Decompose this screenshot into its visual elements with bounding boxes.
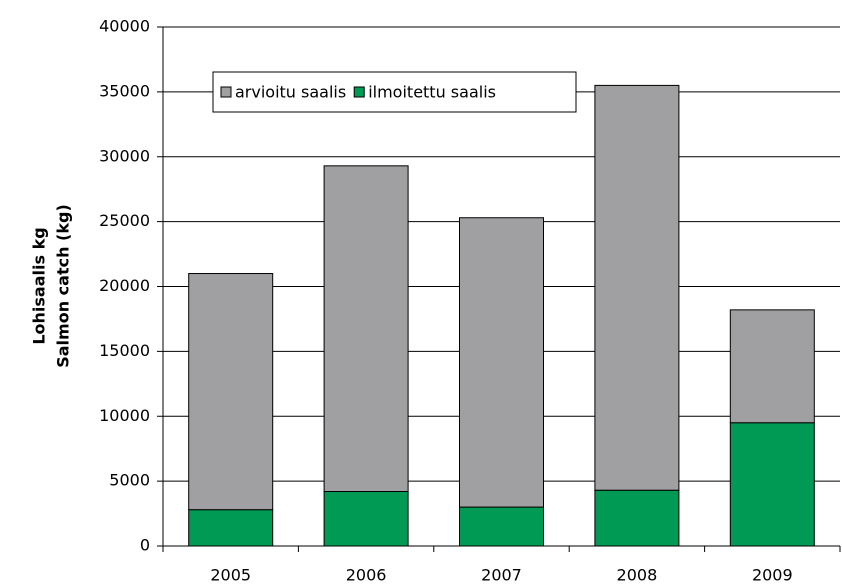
y-tick-label: 15000 — [99, 341, 150, 360]
y-label-line: Salmon catch (kg) — [54, 204, 73, 368]
bar-segment — [459, 506, 544, 547]
y-tick-label: 0 — [140, 536, 150, 555]
bar-segment — [188, 273, 274, 511]
legend-swatch — [353, 86, 365, 98]
bar-segment — [323, 491, 409, 547]
legend-box — [212, 71, 577, 113]
x-tick-label: 2008 — [617, 566, 658, 585]
x-tick-label: 2005 — [210, 566, 251, 585]
bar-segment — [188, 509, 274, 547]
y-label-line: Lohisaalis kg — [30, 227, 49, 344]
bar-segment — [729, 309, 815, 424]
y-tick-label: 10000 — [99, 406, 150, 425]
bar-segment — [594, 489, 680, 547]
legend-label: ilmoitettu saalis — [368, 83, 496, 102]
bar-segment — [459, 217, 544, 508]
y-tick-label: 30000 — [99, 146, 150, 165]
x-tick-label: 2009 — [752, 566, 793, 585]
y-tick-label: 40000 — [99, 17, 150, 36]
y-tick-label: 5000 — [109, 471, 150, 490]
y-tick-label: 20000 — [99, 276, 150, 295]
legend-label: arvioitu saalis — [235, 83, 346, 102]
bar-segment — [323, 165, 409, 493]
x-tick-label: 2006 — [346, 566, 387, 585]
bar-segment — [594, 84, 680, 491]
y-tick-label: 35000 — [99, 81, 150, 100]
legend-swatch — [220, 86, 232, 98]
bar-segment — [729, 422, 815, 547]
y-axis-label: Lohisaalis kg Salmon catch (kg) — [30, 204, 73, 368]
y-tick-label: 25000 — [99, 211, 150, 230]
x-tick-label: 2007 — [481, 566, 522, 585]
